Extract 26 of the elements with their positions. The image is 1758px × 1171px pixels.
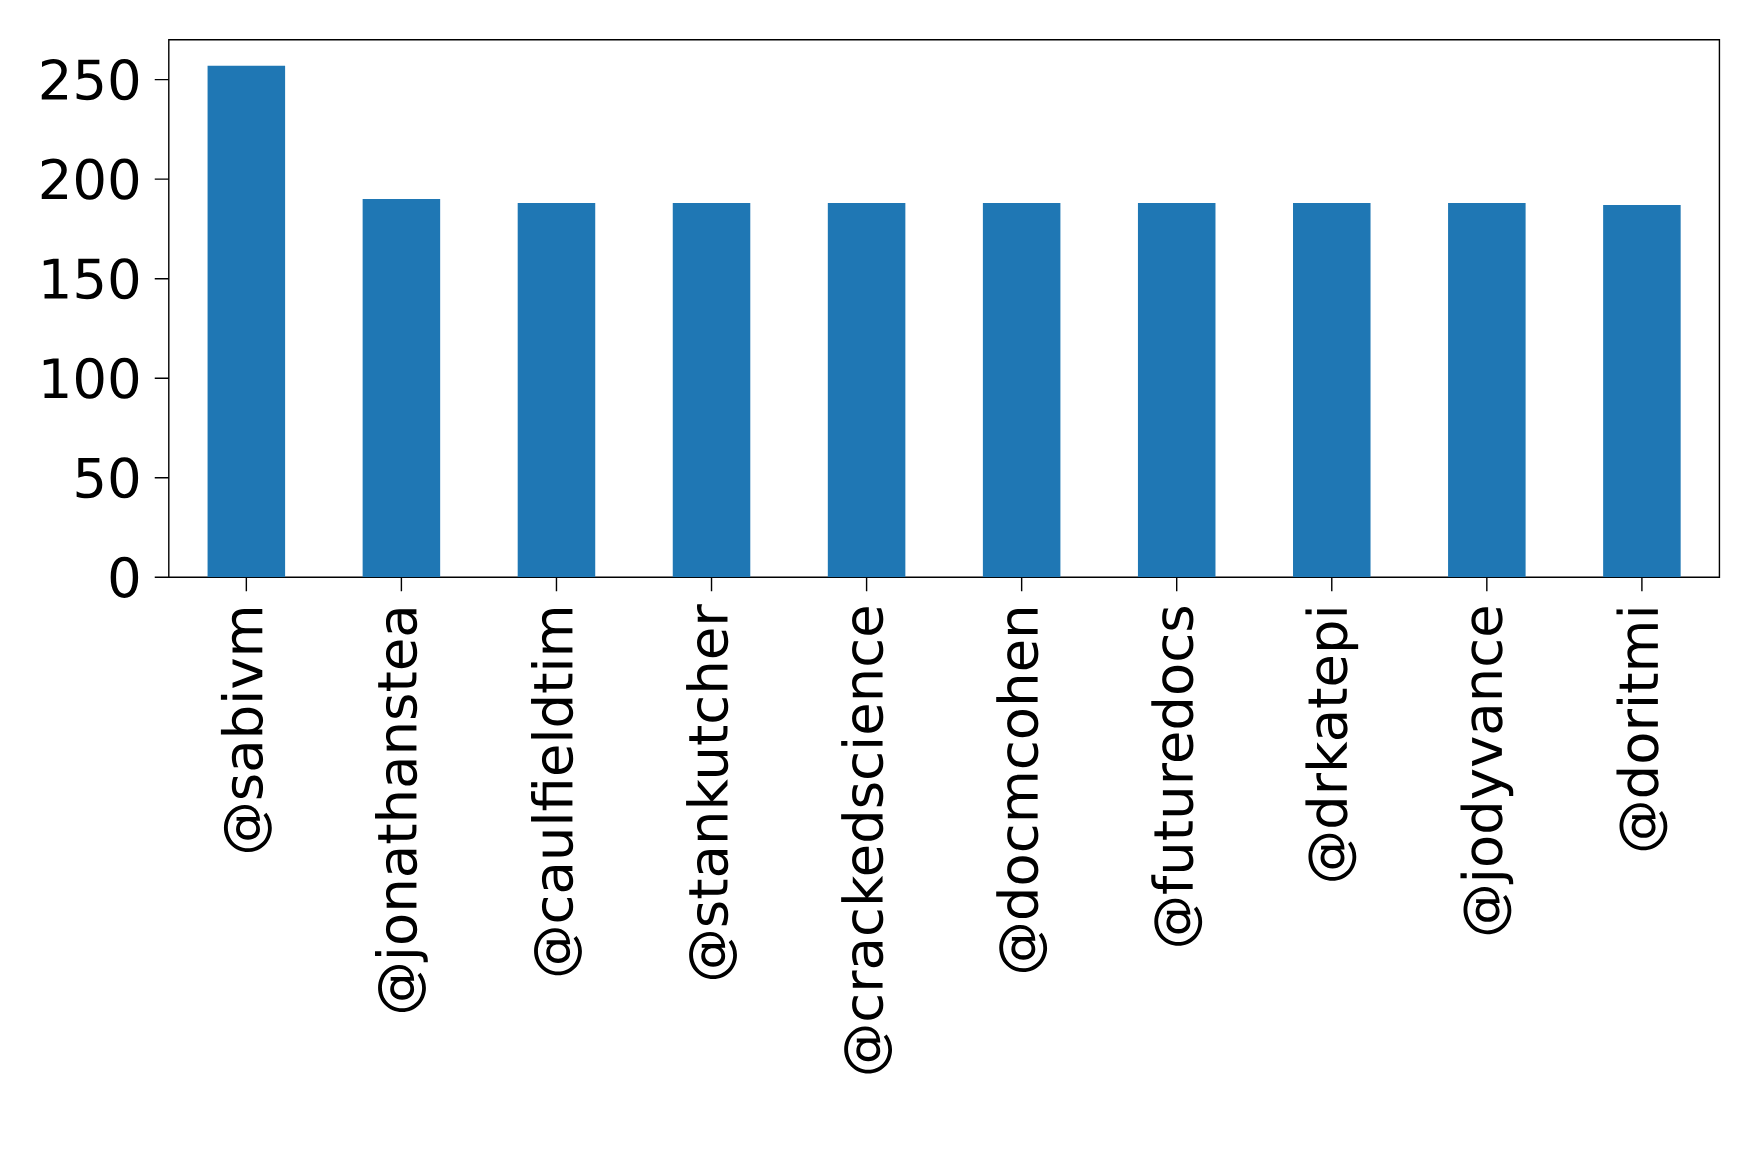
y-tick-label: 150 [43,258,139,300]
bar [827,203,906,578]
x-tick-label: @drkatepi [1305,609,1359,881]
bar [672,203,751,578]
x-tick-label: @doritmi [1616,609,1668,851]
x-tick-label: @jonathanstea [375,609,428,1013]
bar [982,203,1061,578]
bar [1603,205,1681,578]
bar [517,203,596,578]
y-tick-label: 250 [41,59,139,101]
x-tick-label: @caulfieldtim [531,608,582,976]
y-tick-label: 0 [110,556,139,598]
bar [207,65,286,578]
bar [362,199,441,578]
x-tick-label: @sabivm [220,608,272,853]
x-tick-label: @docmcohen [996,608,1048,973]
y-tick-label: 200 [41,158,139,200]
y-tick-label: 50 [76,457,139,499]
x-tick-label: @jodyvance [1460,607,1514,935]
x-tick-label: @futuredocs [1151,606,1203,946]
y-tick-label: 100 [43,357,139,399]
x-tick-label: @crackedscience [841,607,893,1074]
x-tick-label: @stankutcher [686,604,737,980]
bar [1293,203,1371,578]
bar [1137,203,1216,578]
bar [1448,203,1526,578]
